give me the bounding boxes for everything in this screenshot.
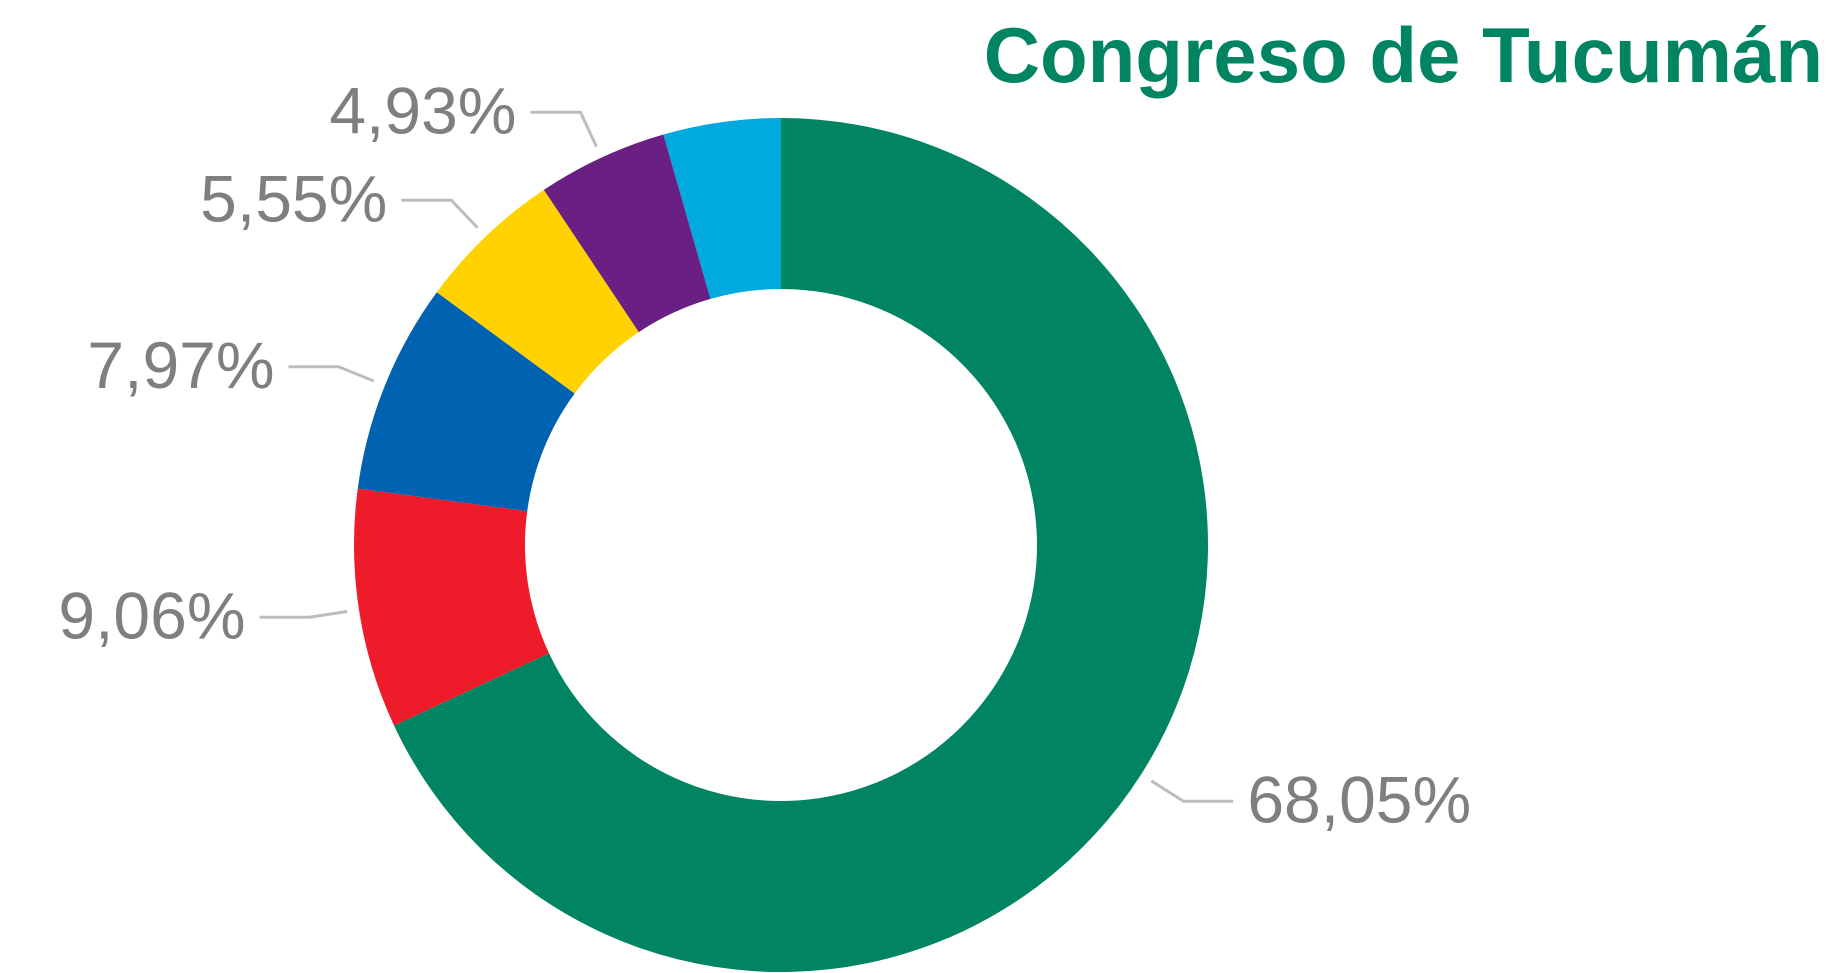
data-label: 7,97% — [87, 328, 274, 402]
data-label: 68,05% — [1247, 763, 1471, 837]
chart-title: Congreso de Tucumán — [984, 11, 1823, 99]
leader-line — [401, 198, 479, 229]
leader-line — [530, 110, 598, 148]
slice — [543, 134, 711, 333]
slice — [436, 189, 639, 394]
slice — [394, 118, 1208, 972]
data-label: 9,06% — [58, 579, 245, 653]
slice — [353, 488, 550, 726]
leader-line — [288, 365, 375, 383]
slice — [357, 292, 575, 512]
slice — [663, 118, 781, 299]
data-label: 5,55% — [200, 162, 387, 236]
data-label: 4,93% — [329, 74, 516, 148]
leader-line — [1150, 779, 1234, 803]
leader-line — [259, 610, 348, 619]
